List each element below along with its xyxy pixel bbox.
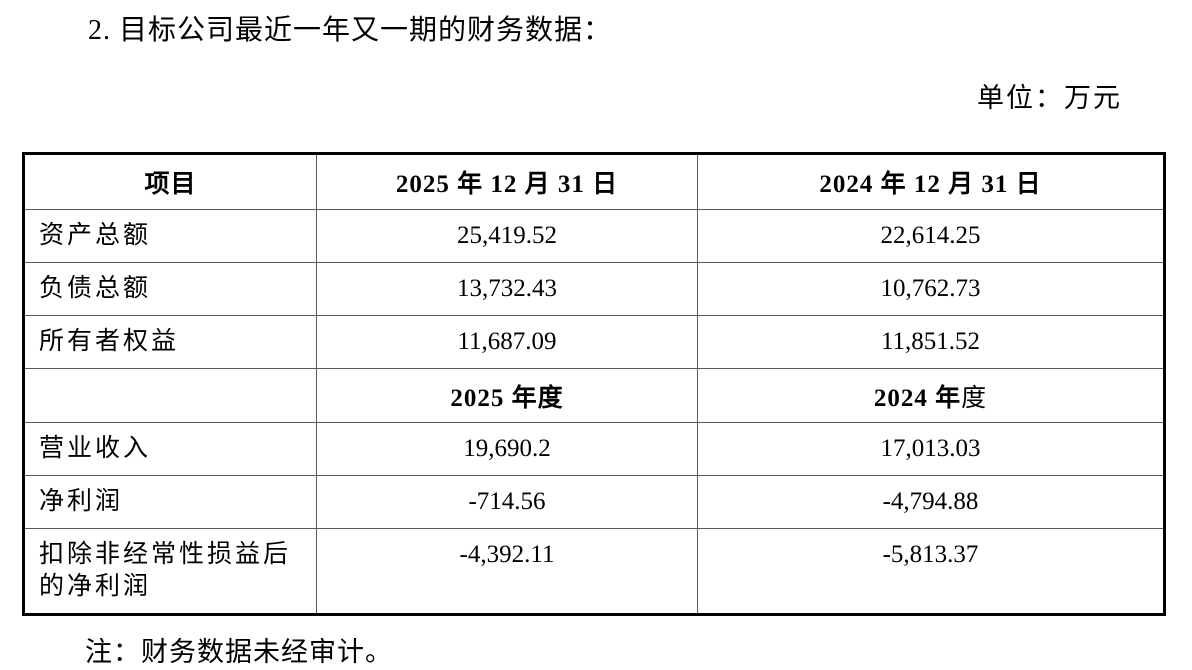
period-2024-text-bold: 2024 年 — [873, 384, 962, 412]
financial-data-table: 项目 2025 年 12 月 31 日 2024 年 12 月 31 日 资产总… — [22, 152, 1166, 616]
value-2025: 11,687.09 — [316, 315, 698, 369]
row-label: 营业收入 — [23, 422, 317, 476]
row-label-empty — [23, 368, 317, 423]
header-cell-date-2024: 2024 年 12 月 31 日 — [697, 153, 1165, 210]
period-2025-label: 2025 年度 — [316, 368, 698, 423]
unit-label: 单位：万元 — [977, 83, 1122, 113]
value-2024: 22,614.25 — [697, 209, 1165, 263]
period-2024-label: 2024 年度 — [697, 368, 1165, 423]
value-2024: 11,851.52 — [697, 315, 1165, 369]
table-row-owners-equity: 所有者权益 11,687.09 11,851.52 — [23, 315, 1165, 369]
table-row-period-header: 2025 年度 2024 年度 — [23, 368, 1165, 423]
value-2024: -4,794.88 — [697, 475, 1165, 529]
row-label: 净利润 — [23, 475, 317, 529]
header-cell-item: 项目 — [23, 153, 317, 210]
table-row-net-profit-excl-nonrecurring: 扣除非经常性损益后的净利润 -4,392.11 -5,813.37 — [23, 528, 1165, 615]
value-2025: -714.56 — [316, 475, 698, 529]
table-row-total-assets: 资产总额 25,419.52 22,614.25 — [23, 209, 1165, 263]
value-2024: 10,762.73 — [697, 262, 1165, 316]
table-row-total-liabilities: 负债总额 13,732.43 10,762.73 — [23, 262, 1165, 316]
table-row-operating-revenue: 营业收入 19,690.2 17,013.03 — [23, 422, 1165, 476]
value-2024: -5,813.37 — [697, 528, 1165, 615]
table-header-row: 项目 2025 年 12 月 31 日 2024 年 12 月 31 日 — [23, 153, 1165, 210]
period-2025-text: 2025 年度 — [450, 384, 564, 412]
value-2024: 17,013.03 — [697, 422, 1165, 476]
row-label: 扣除非经常性损益后的净利润 — [23, 528, 317, 615]
row-label: 负债总额 — [23, 262, 317, 316]
value-2025: 13,732.43 — [316, 262, 698, 316]
header-cell-date-2025: 2025 年 12 月 31 日 — [316, 153, 698, 210]
value-2025: 25,419.52 — [316, 209, 698, 263]
footnote: 注：财务数据未经审计。 — [85, 637, 393, 667]
value-2025: -4,392.11 — [316, 528, 698, 615]
value-2025: 19,690.2 — [316, 422, 698, 476]
row-label: 所有者权益 — [23, 315, 317, 369]
page-title: 2. 目标公司最近一年又一期的财务数据： — [88, 15, 613, 46]
table-row-net-profit: 净利润 -714.56 -4,794.88 — [23, 475, 1165, 529]
period-2024-text-rest: 度 — [961, 384, 988, 412]
row-label: 资产总额 — [23, 209, 317, 263]
